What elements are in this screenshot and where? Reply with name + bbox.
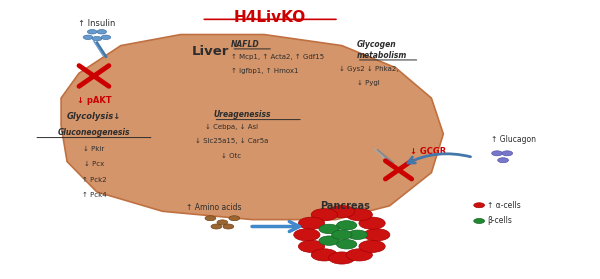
Circle shape bbox=[101, 35, 110, 40]
Text: H4LivKO: H4LivKO bbox=[234, 10, 306, 25]
Text: ↓ Cebpa, ↓ Asl: ↓ Cebpa, ↓ Asl bbox=[205, 124, 258, 130]
Circle shape bbox=[319, 224, 339, 234]
Circle shape bbox=[83, 35, 93, 40]
Text: ↑ Pck2: ↑ Pck2 bbox=[82, 177, 106, 182]
Text: Ureagenesiss: Ureagenesiss bbox=[214, 110, 271, 119]
Circle shape bbox=[211, 224, 222, 229]
Circle shape bbox=[92, 37, 102, 41]
Circle shape bbox=[474, 203, 485, 208]
Polygon shape bbox=[61, 35, 443, 220]
Circle shape bbox=[492, 151, 502, 156]
Text: Glycolysis↓: Glycolysis↓ bbox=[67, 112, 121, 121]
Circle shape bbox=[329, 206, 355, 218]
Circle shape bbox=[332, 230, 352, 239]
Text: ↓ pAKT: ↓ pAKT bbox=[77, 96, 111, 105]
Text: ↑ Glucagon: ↑ Glucagon bbox=[491, 135, 536, 144]
Circle shape bbox=[217, 220, 228, 225]
Text: ↑ Amino acids: ↑ Amino acids bbox=[185, 203, 241, 212]
Circle shape bbox=[229, 216, 239, 221]
Text: ↑ Pck4: ↑ Pck4 bbox=[82, 192, 106, 198]
Text: ↑ α-cells: ↑ α-cells bbox=[487, 201, 521, 210]
Text: Pancreas: Pancreas bbox=[320, 201, 370, 211]
Text: metabolism: metabolism bbox=[357, 51, 407, 60]
Circle shape bbox=[346, 209, 373, 221]
Circle shape bbox=[329, 252, 355, 264]
Text: ↓ Slc25a15, ↓ Car5a: ↓ Slc25a15, ↓ Car5a bbox=[194, 138, 268, 145]
Text: ↓ Pcx: ↓ Pcx bbox=[84, 161, 104, 167]
Circle shape bbox=[298, 240, 325, 252]
Circle shape bbox=[364, 229, 390, 241]
Circle shape bbox=[337, 221, 357, 230]
Circle shape bbox=[311, 249, 337, 261]
Circle shape bbox=[298, 217, 325, 229]
Circle shape bbox=[502, 151, 512, 156]
Text: Glycogen: Glycogen bbox=[357, 40, 397, 49]
Text: NAFLD: NAFLD bbox=[232, 40, 260, 49]
Circle shape bbox=[474, 218, 485, 223]
Circle shape bbox=[359, 240, 385, 252]
Text: Gluconeogenesis: Gluconeogenesis bbox=[58, 128, 130, 137]
Text: ↑ Igfbp1, ↑ Hmox1: ↑ Igfbp1, ↑ Hmox1 bbox=[232, 68, 299, 74]
Text: ↓ Pygl: ↓ Pygl bbox=[358, 80, 380, 86]
Text: ↓ Pkir: ↓ Pkir bbox=[83, 146, 104, 152]
Text: β-cells: β-cells bbox=[487, 217, 512, 225]
Circle shape bbox=[319, 236, 339, 245]
Text: Liver: Liver bbox=[192, 45, 229, 57]
Circle shape bbox=[88, 30, 97, 34]
Text: ↑ Mcp1, ↑ Acta2, ↑ Gdf15: ↑ Mcp1, ↑ Acta2, ↑ Gdf15 bbox=[232, 54, 325, 60]
Circle shape bbox=[347, 230, 368, 239]
Text: ↓ GCGR: ↓ GCGR bbox=[410, 147, 447, 157]
Text: ↑ Insulin: ↑ Insulin bbox=[78, 19, 116, 28]
Circle shape bbox=[97, 30, 107, 34]
Circle shape bbox=[205, 216, 216, 221]
Circle shape bbox=[337, 240, 357, 249]
Text: ↓ Gys2 ↓ Phka2,: ↓ Gys2 ↓ Phka2, bbox=[339, 66, 398, 72]
Circle shape bbox=[311, 209, 337, 221]
Circle shape bbox=[223, 224, 234, 229]
Circle shape bbox=[294, 229, 320, 241]
Circle shape bbox=[359, 217, 385, 229]
Text: ↓ Otc: ↓ Otc bbox=[221, 153, 241, 159]
Circle shape bbox=[346, 249, 373, 261]
Circle shape bbox=[497, 158, 508, 163]
